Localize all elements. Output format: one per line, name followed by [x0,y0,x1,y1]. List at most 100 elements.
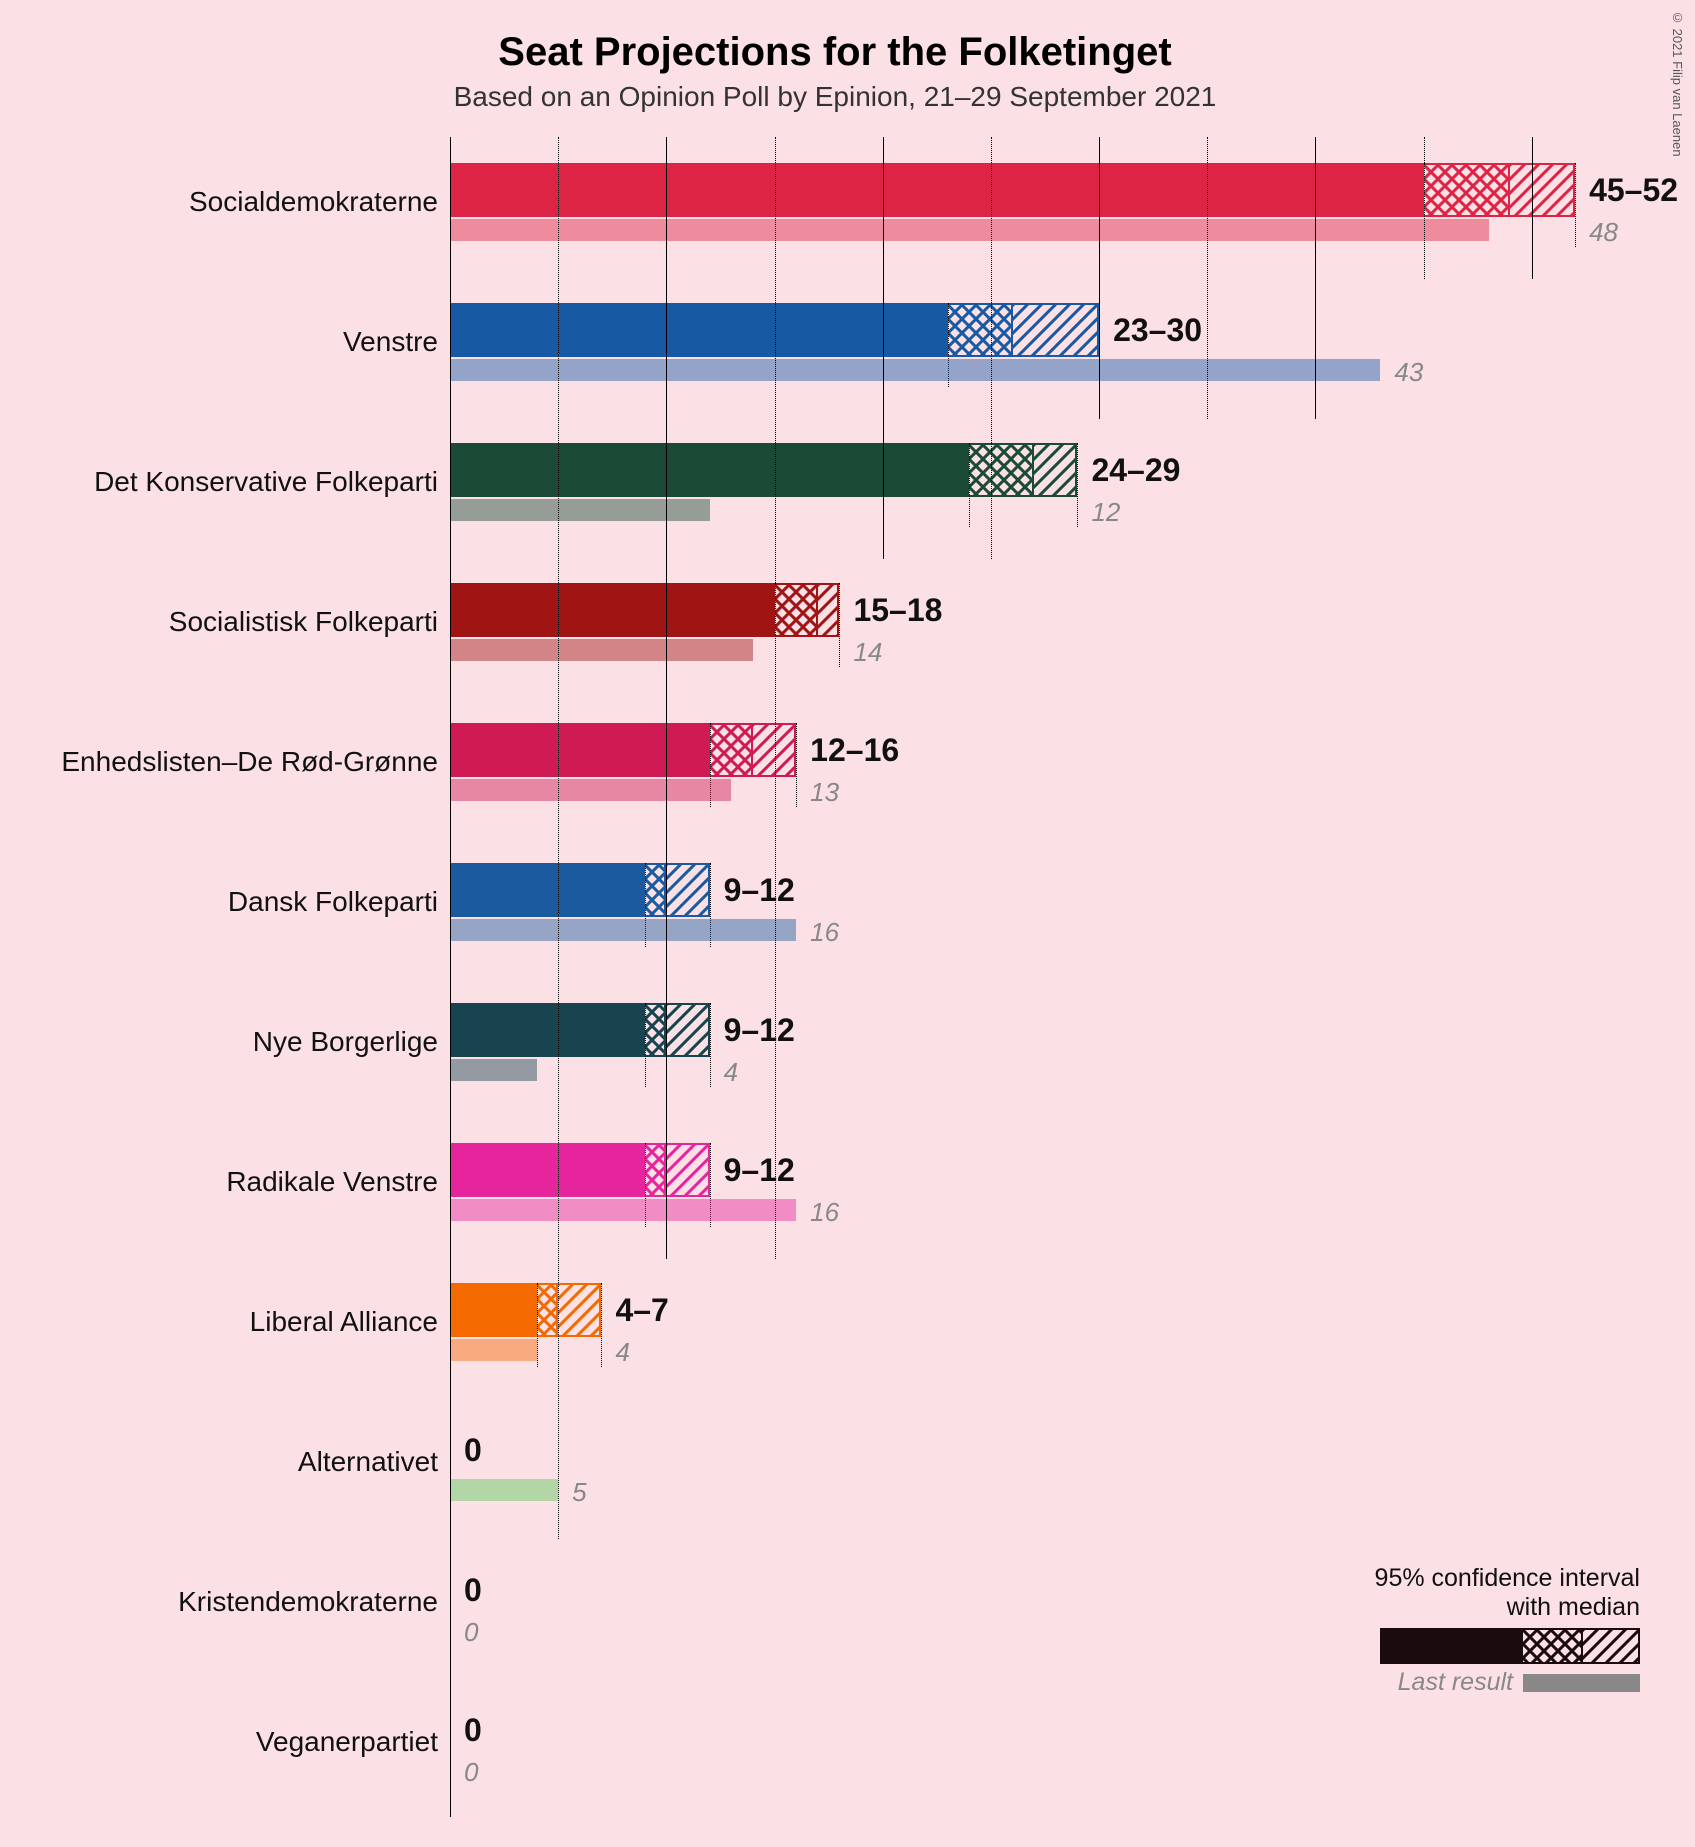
party-row: Socialistisk Folkeparti 15–18 14 [30,557,1640,687]
last-result-bar [450,1339,537,1361]
party-label: Venstre [30,326,450,358]
last-result-bar [450,639,753,661]
ci-line [796,723,797,807]
party-label: Alternativet [30,1446,450,1478]
range-label: 23–30 [1113,312,1202,349]
range-label: 0 [464,1572,482,1609]
plot-cell: 24–29 12 [450,417,1640,547]
legend-text-line: 95% confidence interval [1370,1564,1640,1593]
bar-diagonal-segment [753,723,796,777]
party-row: Venstre 23–30 43 [30,277,1640,407]
plot-cell: 45–5248 [450,137,1640,267]
party-row: Socialdemokraterne45–5248 [30,137,1640,267]
legend: 95% confidence intervalwith median Last r… [1370,1564,1640,1697]
bar-solid-segment [450,303,948,357]
last-result-bar [450,219,1489,241]
plot-cell: 05 [450,1397,1640,1527]
bar-solid-segment [450,583,775,637]
bar-solid-segment [450,163,1424,217]
last-result-bar [450,499,710,521]
party-label: Det Konservative Folkeparti [30,466,450,498]
projection-bar [450,723,796,777]
projection-bar [450,303,1099,357]
party-label: Kristendemokraterne [30,1586,450,1618]
range-label: 12–16 [810,732,899,769]
bar-diagonal-segment [1013,303,1100,357]
range-label: 4–7 [615,1292,668,1329]
range-label: 45–52 [1589,172,1678,209]
last-result-bar [450,1479,558,1501]
copyright-text: © 2021 Filip van Laenen [1670,10,1685,157]
party-row: Enhedslisten–De Rød-Grønne12–1613 [30,697,1640,827]
range-label: 15–18 [853,592,942,629]
legend-ci-text: 95% confidence intervalwith median [1370,1564,1640,1622]
last-result-label: 4 [615,1337,629,1368]
projection-bar [450,443,1077,497]
legend-text-line: with median [1370,1593,1640,1622]
plot-cell: 15–18 14 [450,557,1640,687]
last-result-label: 0 [464,1617,478,1648]
bar-diagonal-segment [666,1143,709,1197]
plot-cell: 23–30 43 [450,277,1640,407]
last-result-bar [450,1199,796,1221]
plot-cell: 9–1216 [450,837,1640,967]
party-row: Alternativet05 [30,1397,1640,1527]
bar-crosshatch-segment [710,723,753,777]
last-result-label: 4 [724,1057,738,1088]
bar-crosshatch-segment [645,863,667,917]
plot-cell: 9–12 16 [450,1117,1640,1247]
range-label: 0 [464,1432,482,1469]
party-row: Radikale Venstre 9–12 16 [30,1117,1640,1247]
bar-diagonal-segment [818,583,840,637]
last-result-bar [450,359,1380,381]
plot-cell: 4–74 [450,1257,1640,1387]
last-result-label: 16 [810,917,839,948]
bar-solid-segment [450,1143,645,1197]
last-result-label: 14 [853,637,882,668]
bar-solid-segment [450,1003,645,1057]
bar-solid-segment [450,443,969,497]
last-result-label: 43 [1394,357,1423,388]
party-row: Liberal Alliance4–74 [30,1257,1640,1387]
range-label: 9–12 [724,1012,795,1049]
party-label: Enhedslisten–De Rød-Grønne [30,746,450,778]
party-label: Liberal Alliance [30,1306,450,1338]
ci-line [601,1283,602,1367]
party-label: Nye Borgerlige [30,1026,450,1058]
party-label: Socialistisk Folkeparti [30,606,450,638]
range-label: 24–29 [1091,452,1180,489]
last-result-label: 12 [1091,497,1120,528]
party-label: Radikale Venstre [30,1166,450,1198]
projection-bar [450,583,839,637]
bar-diagonal-segment [558,1283,601,1337]
bar-crosshatch-segment [537,1283,559,1337]
bar-solid-segment [450,723,710,777]
bar-crosshatch-segment [775,583,818,637]
bar-crosshatch-segment [969,443,1034,497]
party-label: Dansk Folkeparti [30,886,450,918]
ci-line [1575,163,1576,247]
bar-diagonal-segment [1034,443,1077,497]
bar-crosshatch-segment [1424,163,1511,217]
legend-last-result-label: Last result [1398,1668,1513,1697]
projection-bar [450,1003,710,1057]
range-label: 9–12 [724,1152,795,1189]
last-result-label: 0 [464,1757,478,1788]
legend-last-row: Last result [1370,1668,1640,1697]
ci-line [839,583,840,667]
ci-line [1077,443,1078,527]
bar-solid-segment [450,1283,537,1337]
party-label: Socialdemokraterne [30,186,450,218]
legend-swatch-projection [1380,1628,1640,1664]
legend-swatch-diagonal [1583,1628,1640,1664]
legend-swatch-last [1523,1674,1640,1692]
last-result-label: 5 [572,1477,586,1508]
legend-swatch-solid [1380,1628,1523,1664]
party-row: Nye Borgerlige 9–12 4 [30,977,1640,1107]
projection-bar [450,1143,710,1197]
last-result-label: 16 [810,1197,839,1228]
party-row: Det Konservative Folkeparti 24–29 12 [30,417,1640,547]
last-result-label: 48 [1589,217,1618,248]
last-result-bar [450,919,796,941]
last-result-bar [450,1059,537,1081]
